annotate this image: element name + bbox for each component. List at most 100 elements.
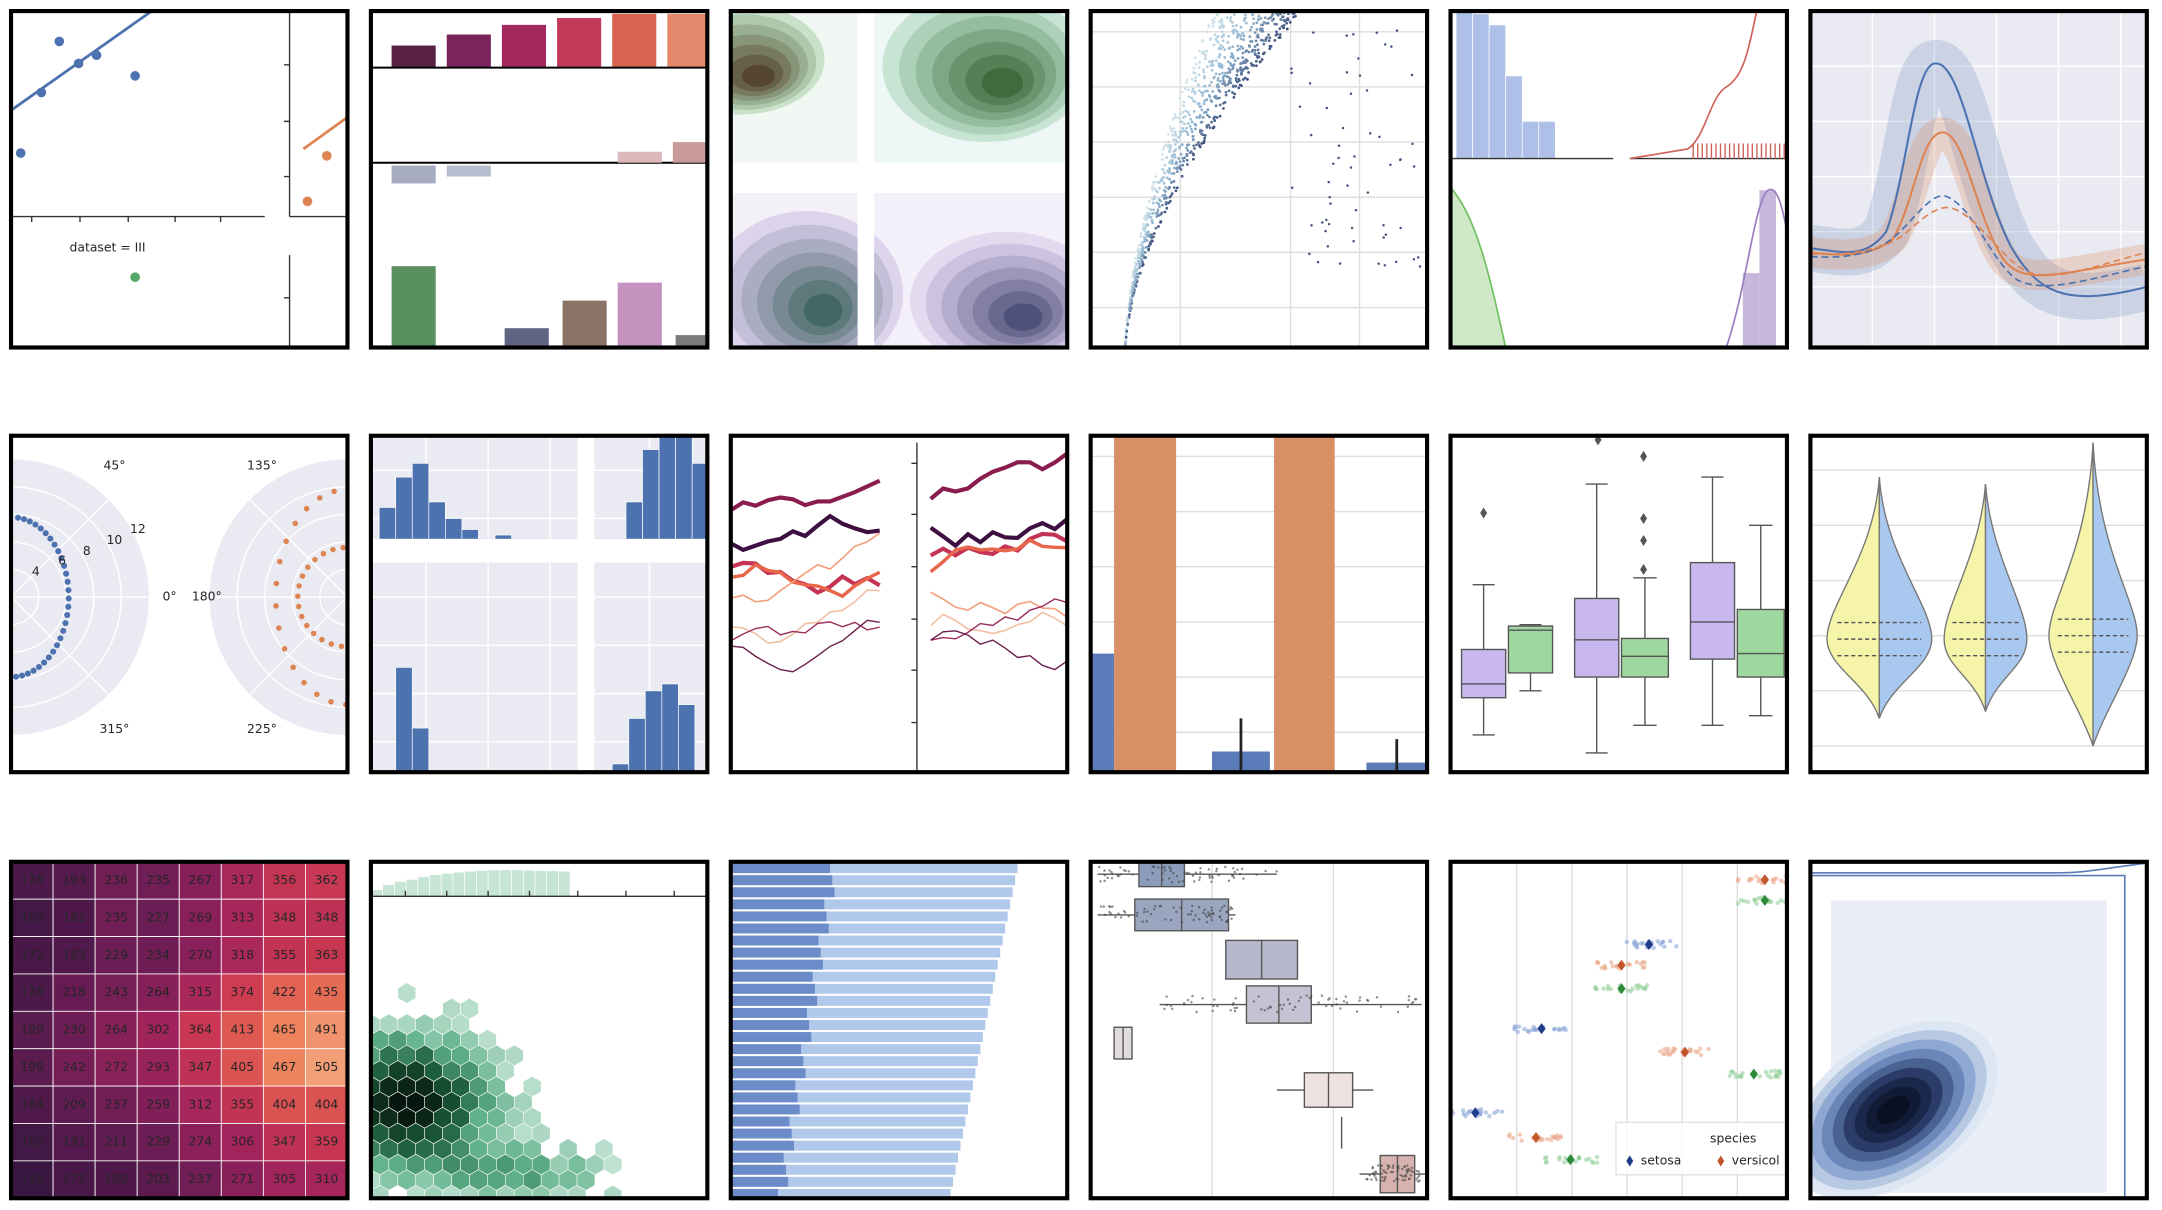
dot	[1328, 195, 1331, 199]
dot	[1230, 21, 1234, 24]
bar	[612, 13, 657, 68]
dot	[1358, 74, 1362, 77]
dot	[281, 646, 288, 652]
dot	[1492, 1110, 1497, 1116]
dot	[1341, 126, 1345, 130]
dot	[1409, 1169, 1413, 1172]
dot	[301, 679, 307, 686]
cell	[262, 1123, 306, 1162]
dot	[1186, 149, 1190, 152]
dot	[1544, 1159, 1549, 1165]
bar	[667, 13, 708, 68]
dot	[1140, 247, 1144, 251]
thumbnail-content	[1450, 11, 1787, 348]
dot	[1187, 88, 1190, 92]
dot	[1211, 90, 1215, 93]
dot	[1138, 272, 1141, 275]
dot	[1665, 1049, 1671, 1054]
dot	[1305, 2, 1308, 5]
cell	[136, 936, 180, 975]
dot	[1275, 870, 1278, 873]
dot	[1202, 70, 1206, 74]
dot	[1404, 1173, 1407, 1177]
dot	[1278, 36, 1282, 39]
dot	[1226, 40, 1230, 44]
cell-label: 404	[273, 1096, 297, 1111]
dot	[1172, 166, 1176, 170]
dot	[1124, 338, 1127, 342]
dot	[1192, 71, 1195, 74]
dot	[1208, 914, 1211, 917]
dot	[1264, 869, 1267, 873]
dot	[1149, 912, 1153, 916]
dot	[1129, 292, 1133, 295]
legend-label: setosa	[1641, 1153, 1682, 1168]
dot	[1143, 907, 1146, 911]
bar	[730, 923, 829, 934]
dot	[1517, 1132, 1523, 1137]
dot	[340, 544, 346, 551]
dot	[1552, 1026, 1558, 1032]
dot	[1416, 1176, 1419, 1179]
line	[930, 598, 1068, 641]
frame	[728, 9, 1070, 350]
dot	[1144, 218, 1148, 222]
dot	[1213, 119, 1217, 123]
dot	[1157, 225, 1160, 228]
bar	[730, 863, 1018, 874]
dot	[1103, 879, 1106, 883]
thumbnail-content	[730, 435, 1068, 773]
dot	[1205, 49, 1209, 53]
dot	[1280, 1007, 1284, 1011]
background	[11, 11, 348, 348]
dot	[1197, 73, 1201, 77]
frame	[1088, 9, 1430, 350]
dot	[1207, 911, 1210, 914]
dot	[1128, 296, 1132, 299]
dot	[1263, 16, 1267, 20]
cell-label: 236	[104, 872, 128, 887]
dot	[1149, 215, 1153, 219]
dot	[1150, 236, 1154, 239]
bar	[511, 869, 524, 897]
dot	[1198, 878, 1201, 882]
dot	[1153, 195, 1157, 199]
dot	[1135, 911, 1139, 915]
dot	[1220, 906, 1224, 909]
dot	[1330, 1004, 1334, 1008]
dot	[1145, 239, 1149, 242]
dot	[1291, 1, 1294, 4]
dot	[1151, 187, 1155, 190]
dot	[1396, 1169, 1400, 1173]
dot	[1326, 245, 1330, 248]
bar	[730, 1032, 983, 1043]
dot	[1231, 67, 1235, 71]
frame	[1448, 433, 1790, 775]
bar	[617, 282, 662, 348]
dot	[1358, 999, 1361, 1002]
frame	[368, 9, 710, 350]
cell-label: 467	[273, 1059, 297, 1074]
bar	[1488, 24, 1507, 159]
dot	[130, 71, 140, 81]
dot	[1241, 47, 1245, 50]
thumbnail	[1448, 9, 1790, 350]
dot	[1224, 865, 1227, 869]
dot	[1233, 92, 1237, 96]
violin-half	[1984, 483, 2028, 712]
dot	[1335, 1003, 1338, 1006]
bar	[730, 863, 831, 874]
cell-label: 264	[104, 1022, 128, 1037]
dot	[1129, 300, 1132, 303]
dot	[1380, 1172, 1383, 1175]
dot	[1197, 66, 1201, 69]
dot	[1237, 34, 1241, 38]
dot	[1297, 999, 1301, 1003]
dot	[1167, 201, 1171, 205]
dot	[1403, 1179, 1407, 1182]
thumbnail: 178 193 236 235 267 317 356 362 163 181 235 227 269 3…	[8, 859, 350, 1201]
dot	[1126, 322, 1130, 326]
dot	[1218, 46, 1222, 50]
dot	[1321, 221, 1324, 224]
